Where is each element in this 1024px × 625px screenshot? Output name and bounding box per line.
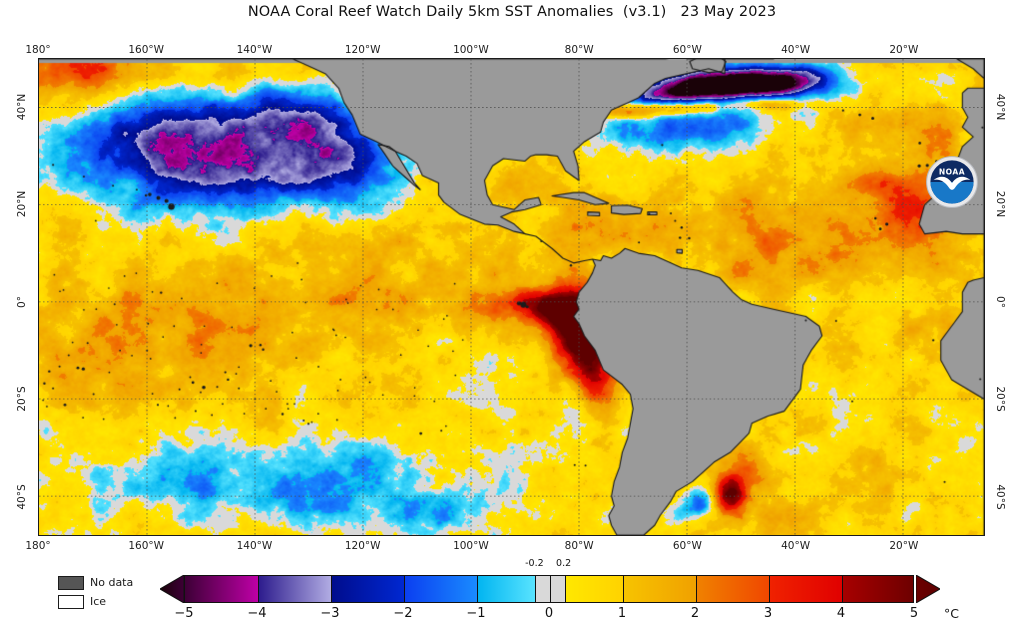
colorbar: −5 −4 −3 −2 −1 0 1 2 3 4 5 -0.2 0.2 °C: [159, 558, 959, 625]
colorbar-divider-3: [477, 576, 478, 602]
lon-tick-bottom-0: 180°: [25, 540, 51, 552]
lat-tick-left-3: 20°S: [16, 386, 28, 413]
colorbar-segment-7: [623, 576, 697, 602]
lon-tick-bottom-7: 40°W: [781, 540, 811, 552]
lon-tick-bottom-6: 60°W: [672, 540, 702, 552]
lat-tick-right-4: 40°S: [994, 484, 1006, 510]
colorbar-divider-2: [404, 576, 405, 602]
lon-tick-top-5: 80°W: [564, 44, 594, 56]
legend-row-nodata: No data: [58, 574, 133, 591]
colorbar-divider-9: [535, 576, 537, 602]
colorbar-segment-4: [477, 576, 536, 602]
colorbar-unit-label: °C: [944, 606, 959, 621]
lon-tick-bottom-2: 140°W: [236, 540, 273, 552]
lon-tick-top-1: 160°W: [128, 44, 165, 56]
colorbar-gradient: [184, 575, 914, 603]
lon-tick-bottom-1: 160°W: [128, 540, 165, 552]
svg-text:NOAA: NOAA: [939, 167, 965, 176]
colorbar-segment-3: [404, 576, 478, 602]
map-plot-area[interactable]: [38, 58, 985, 536]
lon-tick-bottom-4: 100°W: [453, 540, 489, 552]
lat-tick-left-0: 40°N: [16, 93, 28, 120]
colorbar-tick-7: 2: [690, 606, 700, 621]
lon-tick-top-7: 40°W: [781, 44, 811, 56]
lat-tick-left-1: 20°N: [16, 191, 28, 218]
colorbar-divider-1: [331, 576, 332, 602]
colorbar-divider-0: [258, 576, 259, 602]
ice-swatch: [58, 594, 84, 609]
colorbar-segment-6: [564, 576, 624, 602]
nodata-swatch: [58, 575, 84, 590]
lon-tick-top-3: 120°W: [344, 44, 381, 56]
colorbar-tick-3: −2: [393, 606, 413, 621]
colorbar-tick-2: −3: [320, 606, 340, 621]
colorbar-over-arrow: [915, 574, 941, 604]
colorbar-segment-8: [696, 576, 770, 602]
lon-tick-bottom-5: 80°W: [564, 540, 594, 552]
colorbar-tick-6: 1: [617, 606, 627, 621]
ice-label: Ice: [90, 595, 107, 608]
lat-tick-right-1: 20°N: [994, 191, 1006, 218]
colorbar-tick-5: 0: [544, 606, 554, 621]
lat-tick-right-2: 0°: [994, 295, 1006, 308]
colorbar-tick-8: 3: [763, 606, 773, 621]
colorbar-segment-9: [769, 576, 843, 602]
colorbar-segment-10: [842, 576, 913, 602]
colorbar-divider-4: [550, 576, 551, 602]
lon-tick-top-8: 20°W: [889, 44, 919, 56]
lon-tick-bottom-8: 20°W: [889, 540, 919, 552]
lon-tick-top-6: 60°W: [672, 44, 702, 56]
noaa-logo-icon: NOAA: [926, 156, 978, 208]
colorbar-divider-10: [564, 576, 566, 602]
colorbar-under-arrow: [159, 574, 185, 604]
legend-row-ice: Ice: [58, 593, 133, 610]
colorbar-tick-4: −1: [466, 606, 486, 621]
colorbar-minor-tick-1: 0.2: [556, 558, 572, 569]
lat-tick-right-3: 20°S: [994, 386, 1006, 413]
lon-tick-top-4: 100°W: [453, 44, 489, 56]
colorbar-tick-1: −4: [247, 606, 267, 621]
colorbar-tick-10: 5: [909, 606, 919, 621]
colorbar-divider-6: [696, 576, 697, 602]
nodata-label: No data: [90, 576, 134, 589]
map-key-legend: No data Ice: [58, 574, 133, 612]
colorbar-segment-2: [331, 576, 405, 602]
lon-tick-top-0: 180°: [25, 44, 51, 56]
colorbar-divider-5: [623, 576, 624, 602]
lat-tick-right-0: 40°N: [994, 93, 1006, 120]
lat-tick-left-4: 40°S: [16, 484, 28, 510]
colorbar-divider-7: [769, 576, 770, 602]
colorbar-minor-tick-0: -0.2: [525, 558, 544, 569]
page-title: NOAA Coral Reef Watch Daily 5km SST Anom…: [247, 4, 777, 20]
lon-tick-bottom-3: 120°W: [344, 540, 381, 552]
colorbar-tick-0: −5: [174, 606, 194, 621]
colorbar-divider-8: [842, 576, 843, 602]
lon-tick-top-2: 140°W: [236, 44, 273, 56]
colorbar-segment-1: [258, 576, 332, 602]
sst-anomaly-heatmap: [39, 59, 984, 535]
colorbar-tick-9: 4: [836, 606, 846, 621]
colorbar-segment-0: [185, 576, 259, 602]
lat-tick-left-2: 0°: [16, 295, 28, 308]
